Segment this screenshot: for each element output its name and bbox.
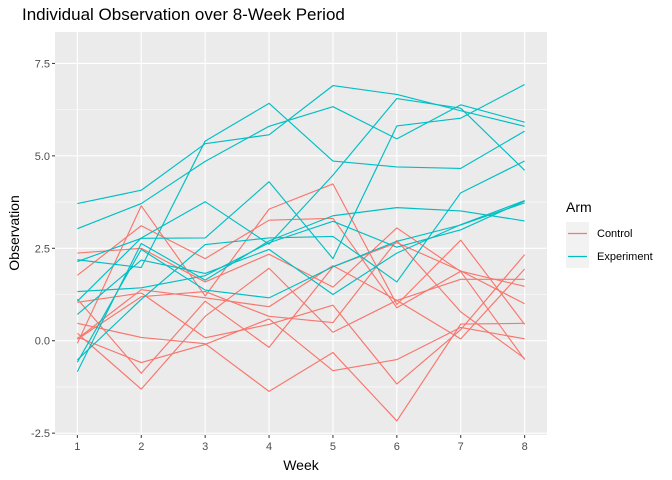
- series-line-control-6: [77, 227, 526, 360]
- y-tick-label: 7.5: [35, 58, 50, 70]
- series-line-experiment-19: [76, 160, 525, 361]
- series-line-experiment-12: [76, 207, 525, 373]
- series-line-experiment-17: [77, 200, 525, 293]
- x-tick-label: 6: [394, 441, 400, 453]
- series-line-experiment-16: [76, 202, 525, 363]
- x-tick-label: 8: [522, 441, 528, 453]
- series-line-control-4: [77, 265, 525, 340]
- series-line-experiment-20: [77, 102, 525, 269]
- legend-title: Arm: [566, 199, 592, 215]
- x-tick-label: 5: [330, 441, 336, 453]
- x-axis-title: Week: [283, 457, 320, 473]
- series-line-control-10: [77, 239, 525, 359]
- x-tick-label: 2: [138, 441, 144, 453]
- y-tick-label: 0.0: [35, 336, 50, 348]
- series-line-control-5: [77, 322, 525, 422]
- y-tick-label: -2.5: [31, 428, 50, 440]
- y-axis-title: Observation: [6, 195, 22, 270]
- series-line-control-9: [77, 254, 526, 385]
- legend-label-control: Control: [597, 228, 632, 240]
- grid-major: [55, 32, 547, 435]
- chart-title: Individual Observation over 8-Week Perio…: [22, 5, 345, 24]
- legend-label-experiment: Experiment: [597, 251, 653, 263]
- series-line-control-7: [77, 318, 525, 372]
- series-line-control-2: [76, 242, 525, 374]
- series-line-experiment-14: [76, 97, 526, 302]
- x-tick-label: 4: [266, 441, 272, 453]
- legend-items: Control Experiment: [566, 222, 653, 268]
- series-line-control-8: [76, 183, 526, 344]
- x-tick-label: 1: [74, 441, 80, 453]
- y-tick-label: 2.5: [35, 243, 50, 255]
- x-axis: 1 2 3 4 5 6 7 8: [74, 435, 528, 453]
- x-tick-label: 7: [458, 441, 464, 453]
- series-line-experiment-13: [77, 83, 525, 263]
- series-line-experiment-11: [77, 104, 525, 230]
- series-line-control-3: [77, 217, 525, 309]
- series-line-experiment-18: [76, 200, 525, 315]
- y-tick-label: 5.0: [35, 151, 50, 163]
- legend: Arm Control Experiment: [566, 199, 653, 268]
- series-line-experiment-15: [77, 85, 525, 205]
- series-lines: [76, 83, 526, 422]
- y-axis: -2.5 0.0 2.5 5.0 7.5: [31, 58, 55, 440]
- x-tick-label: 3: [202, 441, 208, 453]
